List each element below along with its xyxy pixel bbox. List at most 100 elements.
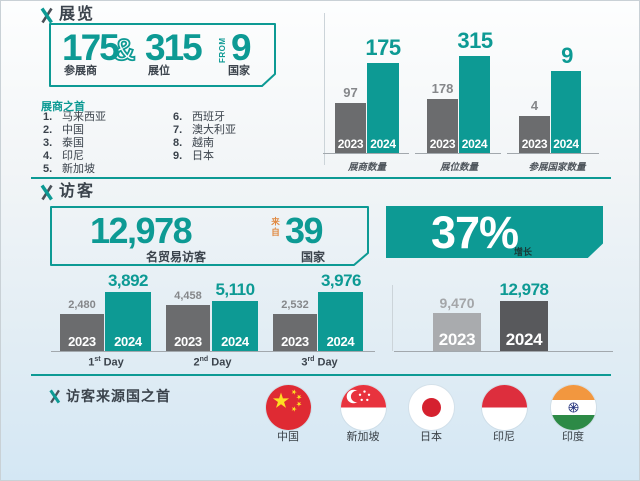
x-logo-icon bbox=[40, 184, 53, 200]
total-visitors-count: 12,978 bbox=[90, 210, 193, 251]
bar-2024: 2024 bbox=[367, 63, 399, 153]
flag-label: 新加坡 bbox=[346, 431, 380, 443]
day-2-label: 2nd Day bbox=[193, 356, 232, 369]
value-2024: 175 bbox=[365, 35, 401, 60]
china-flag-icon bbox=[266, 385, 311, 430]
flag-label: 日本 bbox=[420, 431, 442, 443]
value-2024: 5,110 bbox=[215, 280, 255, 299]
day-1-label: 1st Day bbox=[88, 356, 124, 369]
axis-baseline bbox=[51, 351, 375, 352]
flag-label: 中国 bbox=[277, 431, 299, 443]
section-divider bbox=[31, 374, 611, 376]
bar-2024: 2024 bbox=[105, 292, 151, 351]
visitor-countries-label: 国家 bbox=[301, 250, 326, 264]
value-2024: 12,978 bbox=[499, 280, 550, 299]
value-2023: 4,458 bbox=[174, 290, 202, 302]
flag-label: 印尼 bbox=[493, 431, 515, 443]
top-exhibitors-column-1: 1. 马来西亚 2. 中国 3. 泰国 4. 印尼 5. 新加坡 bbox=[43, 111, 106, 176]
x-logo-icon bbox=[49, 389, 61, 403]
chart-booths: 178 315 2023 2024 bbox=[419, 27, 499, 153]
origins-header: 访客来源国之首 bbox=[48, 387, 171, 405]
countries-count: 9 bbox=[231, 27, 252, 68]
x-logo-icon bbox=[40, 7, 53, 23]
list-item: 5. 新加坡 bbox=[43, 163, 95, 175]
bar-2023: 2023 bbox=[433, 313, 481, 351]
bar-2024: 2024 bbox=[551, 71, 581, 153]
growth-label: 增长 bbox=[514, 247, 533, 257]
value-2023: 2,480 bbox=[68, 299, 96, 311]
column-divider bbox=[392, 285, 393, 351]
visitors-summary-box-outline bbox=[50, 206, 369, 266]
list-item: 8. 越南 bbox=[173, 137, 214, 149]
axis-baseline bbox=[415, 153, 501, 154]
singapore-flag-icon bbox=[341, 385, 386, 430]
column-divider bbox=[324, 13, 325, 165]
flag-label: 印度 bbox=[562, 431, 584, 443]
value-2023: 178 bbox=[431, 81, 454, 96]
exhibition-summary-box-outline bbox=[49, 23, 276, 87]
chart-caption: 展商数量 bbox=[347, 162, 386, 173]
axis-baseline bbox=[394, 351, 613, 352]
bar-2024: 2024 bbox=[500, 301, 548, 351]
total-visitors-label: 名贸易访客 bbox=[146, 250, 207, 264]
exhibition-header: 展览 bbox=[39, 6, 95, 24]
list-item: 7. 澳大利亚 bbox=[173, 124, 236, 136]
exhibitors-count: 175 bbox=[62, 27, 120, 68]
ampersand: & bbox=[112, 32, 136, 67]
visitors-header: 访客 bbox=[39, 183, 95, 201]
india-flag-icon bbox=[551, 385, 596, 430]
chart-exhibitors: 97 175 2023 2024 bbox=[327, 33, 407, 153]
day-3-label: 3rd Day bbox=[301, 356, 338, 369]
list-item: 4. 印尼 bbox=[43, 150, 84, 162]
bar-2023: 2023 bbox=[335, 103, 366, 153]
exhibition-section-title: 展览 bbox=[59, 6, 96, 23]
visitors-summary-box: 12,978 名贸易访客 来自 39 国家 bbox=[50, 206, 370, 267]
axis-baseline bbox=[507, 153, 599, 154]
growth-value: 37% bbox=[431, 207, 519, 258]
bar-2023: 2023 bbox=[427, 99, 458, 153]
list-item: 1. 马来西亚 bbox=[43, 111, 106, 123]
value-2023: 9,470 bbox=[439, 295, 475, 311]
value-2024: 3,892 bbox=[107, 271, 149, 290]
chart-day-1: 2,480 3,892 2023 2024 bbox=[53, 271, 159, 351]
from-label: FROM bbox=[218, 37, 227, 63]
exhibitors-label: 参展商 bbox=[64, 65, 97, 77]
chart-countries: 4 9 2023 2024 bbox=[511, 41, 591, 153]
origins-section-title: 访客来源国之首 bbox=[66, 388, 171, 404]
countries-label: 国家 bbox=[228, 65, 250, 77]
from-label: 来自 bbox=[270, 217, 281, 238]
value-2024: 9 bbox=[561, 43, 573, 68]
exhibition-summary-box: 175 参展商 & 315 展位 FROM 9 国家 bbox=[49, 23, 277, 88]
visitor-countries-count: 39 bbox=[285, 210, 324, 251]
chart-total-visitors: 9,470 12,978 2023 2024 bbox=[421, 271, 561, 351]
chart-caption: 参展国家数量 bbox=[528, 162, 586, 173]
top-exhibitors-column-2: 6. 西班牙 7. 澳大利亚 8. 越南 9. 日本 bbox=[173, 111, 236, 163]
list-item: 6. 西班牙 bbox=[173, 111, 225, 123]
section-divider bbox=[31, 177, 611, 179]
bar-2024: 2024 bbox=[212, 301, 258, 351]
chart-day-2: 4,458 5,110 2023 2024 bbox=[159, 271, 266, 351]
value-2023: 97 bbox=[343, 85, 358, 100]
booths-count: 315 bbox=[145, 27, 203, 68]
value-2023: 4 bbox=[530, 98, 539, 113]
chart-day-3: 2,532 3,976 2023 2024 bbox=[266, 271, 373, 351]
chart-caption: 展位数量 bbox=[439, 162, 478, 173]
value-2023: 2,532 bbox=[281, 299, 309, 311]
bar-2023: 2023 bbox=[60, 314, 104, 351]
bar-2024: 2024 bbox=[318, 292, 363, 351]
growth-box: 37% 增长 bbox=[386, 206, 603, 258]
indonesia-flag-icon bbox=[482, 385, 527, 430]
top-exhibitors-title: 展商之首 bbox=[41, 101, 85, 113]
value-2024: 315 bbox=[457, 28, 493, 53]
list-item: 3. 泰国 bbox=[43, 137, 84, 149]
bar-2023: 2023 bbox=[273, 314, 317, 351]
bar-2023: 2023 bbox=[519, 116, 550, 153]
list-item: 2. 中国 bbox=[43, 124, 84, 136]
bar-2024: 2024 bbox=[459, 56, 490, 153]
list-item: 9. 日本 bbox=[173, 150, 214, 162]
bar-2023: 2023 bbox=[166, 305, 210, 351]
value-2024: 3,976 bbox=[320, 271, 362, 290]
japan-flag-icon bbox=[409, 385, 454, 430]
axis-baseline bbox=[323, 153, 409, 154]
